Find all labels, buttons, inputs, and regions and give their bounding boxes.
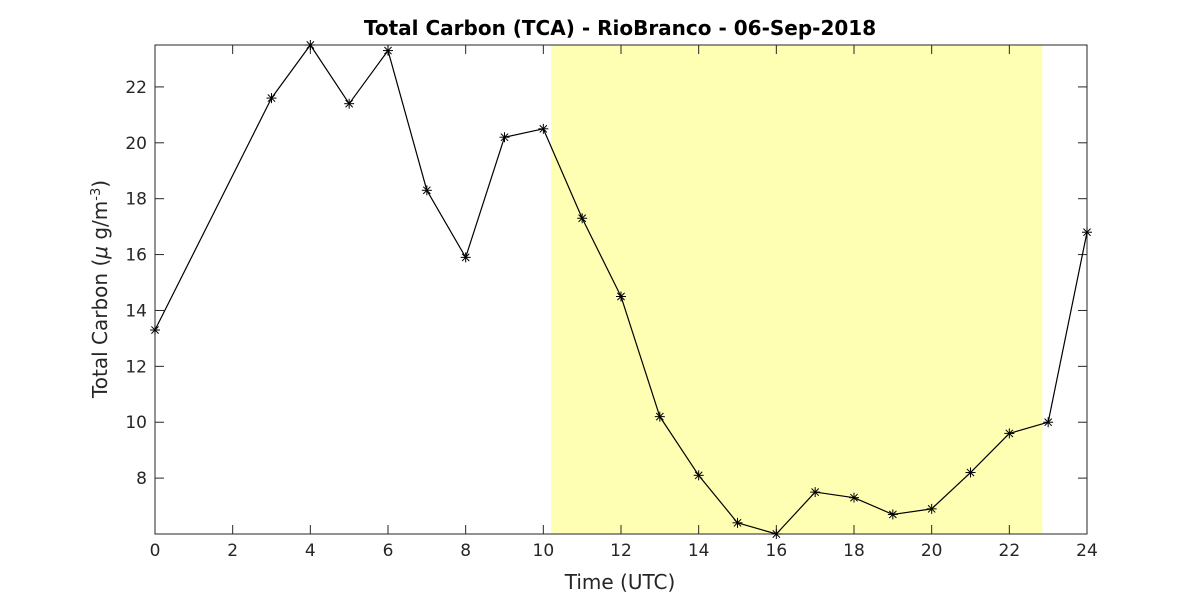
x-tick-label: 2: [227, 541, 238, 561]
data-point-marker: [577, 213, 588, 224]
x-tick-label: 4: [305, 541, 316, 561]
x-tick-label: 8: [460, 541, 471, 561]
marker-stroke: [927, 504, 936, 513]
data-point-marker: [499, 132, 510, 143]
data-point-marker: [266, 93, 277, 104]
x-axis-label: Time (UTC): [564, 570, 676, 594]
y-axis-label-mu: μ: [88, 246, 112, 260]
data-point-marker: [732, 517, 743, 528]
marker-stroke: [694, 471, 703, 480]
data-point-marker: [616, 291, 626, 302]
data-point-marker: [771, 529, 782, 539]
axes-layer: [154, 44, 1088, 535]
series-layer: [150, 40, 1092, 539]
marker-stroke: [461, 253, 470, 262]
x-tick-label: 18: [843, 541, 865, 561]
marker-stroke: [888, 510, 897, 519]
marker-stroke: [267, 94, 276, 103]
data-point-marker: [460, 252, 471, 263]
marker-stroke: [500, 133, 509, 142]
data-point-marker: [887, 509, 898, 520]
data-point-marker: [344, 98, 355, 109]
y-tick-label: 16: [125, 246, 147, 266]
data-point-marker: [1082, 227, 1092, 238]
y-tick-label: 10: [125, 413, 147, 433]
data-point-marker: [965, 467, 976, 478]
data-point-marker: [1004, 428, 1015, 439]
marker-stroke: [617, 292, 625, 301]
y-axis-label: Total Carbon (μ g/m-3): [88, 180, 112, 399]
data-point-marker: [654, 411, 665, 422]
marker-stroke: [966, 468, 975, 477]
x-tick-label: 14: [688, 541, 710, 561]
marker-stroke: [811, 488, 820, 497]
data-point-marker: [849, 492, 859, 503]
y-axis-label-suffix: ): [88, 180, 112, 188]
data-point-marker: [810, 487, 821, 498]
x-tick-label: 16: [766, 541, 788, 561]
marker-stroke: [151, 326, 159, 334]
y-axis-label-exponent: -3: [89, 188, 104, 201]
x-tick-label: 10: [533, 541, 555, 561]
x-tick-label: 24: [1076, 541, 1098, 561]
marker-stroke: [578, 214, 587, 223]
y-tick-label: 18: [125, 190, 147, 210]
data-point-marker: [926, 503, 937, 514]
y-tick-label: 8: [136, 469, 147, 489]
data-point-marker: [693, 470, 704, 481]
marker-stroke: [422, 186, 431, 195]
marker-stroke: [733, 518, 742, 527]
data-point-marker: [305, 40, 316, 50]
y-axis-label-unit: g/m: [88, 201, 112, 246]
x-tick-label: 6: [383, 541, 394, 561]
marker-stroke: [772, 530, 781, 538]
y-axis-label-prefix: Total Carbon (: [88, 259, 112, 399]
y-tick-label: 22: [125, 78, 147, 98]
chart-title: Total Carbon (TCA) - RioBranco - 06-Sep-…: [364, 16, 876, 40]
marker-stroke: [655, 412, 664, 421]
data-point-marker: [383, 45, 393, 56]
marker-stroke: [306, 41, 315, 49]
marker-stroke: [345, 99, 354, 108]
data-point-marker: [538, 123, 549, 134]
highlight-layer: [551, 45, 1043, 534]
y-tick-label: 14: [125, 301, 147, 321]
data-point-marker: [150, 325, 160, 336]
marker-stroke: [384, 46, 392, 55]
highlight-band: [551, 45, 1043, 534]
marker-stroke: [850, 493, 858, 502]
x-tick-label: 12: [610, 541, 632, 561]
data-point-marker: [1043, 417, 1054, 428]
data-point-marker: [421, 185, 432, 196]
marker-stroke: [1044, 418, 1053, 427]
marker-stroke: [1005, 429, 1014, 438]
x-tick-label: 0: [150, 541, 161, 561]
y-tick-label: 20: [125, 134, 147, 154]
y-tick-label: 12: [125, 357, 147, 377]
x-tick-label: 22: [999, 541, 1021, 561]
x-tick-label: 20: [921, 541, 943, 561]
marker-stroke: [539, 124, 548, 133]
marker-stroke: [1083, 228, 1091, 237]
